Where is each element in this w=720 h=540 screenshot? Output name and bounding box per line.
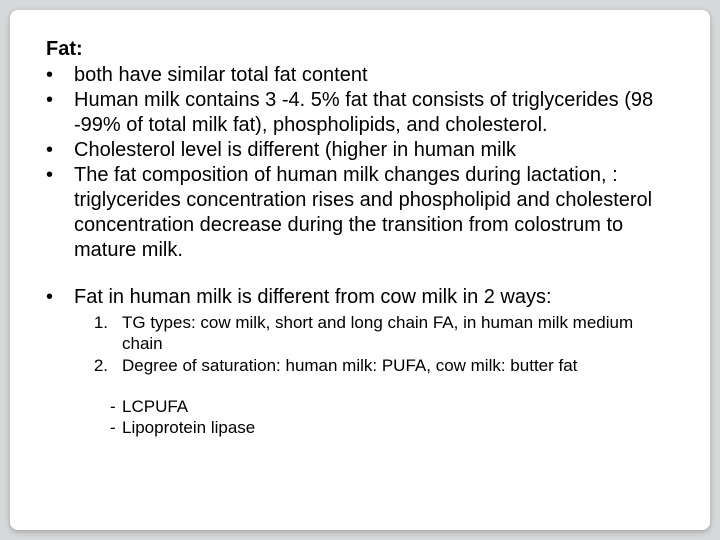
slide: Fat: • both have similar total fat conte… xyxy=(10,10,710,530)
dash-list: - LCPUFA - Lipoprotein lipase xyxy=(46,396,674,439)
bullet-text: The fat composition of human milk change… xyxy=(74,163,674,263)
bullet-item: • Fat in human milk is different from co… xyxy=(46,285,674,310)
bullet-marker: • xyxy=(46,88,74,113)
heading-fat: Fat: xyxy=(46,38,674,61)
bullet-item: • both have similar total fat content xyxy=(46,63,674,88)
bullet-marker: • xyxy=(46,138,74,163)
numbered-item: 2. Degree of saturation: human milk: PUF… xyxy=(86,355,674,376)
bullet-text: Human milk contains 3 -4. 5% fat that co… xyxy=(74,88,674,138)
bullet-list-diff: • Fat in human milk is different from co… xyxy=(46,285,674,310)
bullet-text: Fat in human milk is different from cow … xyxy=(74,285,674,310)
bullet-marker: • xyxy=(46,63,74,88)
bullet-marker: • xyxy=(46,285,74,310)
numbered-item: 1. TG types: cow milk, short and long ch… xyxy=(86,312,674,355)
section-differences: • Fat in human milk is different from co… xyxy=(46,285,674,438)
bullet-list-main: • both have similar total fat content • … xyxy=(46,63,674,263)
numbered-marker: 1. xyxy=(86,312,122,333)
bullet-text: both have similar total fat content xyxy=(74,63,674,88)
spacer xyxy=(46,376,674,394)
dash-marker: - xyxy=(86,417,122,438)
numbered-text: Degree of saturation: human milk: PUFA, … xyxy=(122,355,674,376)
dash-text: Lipoprotein lipase xyxy=(122,417,674,438)
dash-text: LCPUFA xyxy=(122,396,674,417)
bullet-marker: • xyxy=(46,163,74,188)
bullet-item: • The fat composition of human milk chan… xyxy=(46,163,674,263)
bullet-item: • Human milk contains 3 -4. 5% fat that … xyxy=(46,88,674,138)
numbered-text: TG types: cow milk, short and long chain… xyxy=(122,312,674,355)
numbered-list: 1. TG types: cow milk, short and long ch… xyxy=(46,312,674,376)
bullet-item: • Cholesterol level is different (higher… xyxy=(46,138,674,163)
dash-item: - Lipoprotein lipase xyxy=(86,417,674,438)
dash-marker: - xyxy=(86,396,122,417)
numbered-marker: 2. xyxy=(86,355,122,376)
dash-item: - LCPUFA xyxy=(86,396,674,417)
bullet-text: Cholesterol level is different (higher i… xyxy=(74,138,674,163)
